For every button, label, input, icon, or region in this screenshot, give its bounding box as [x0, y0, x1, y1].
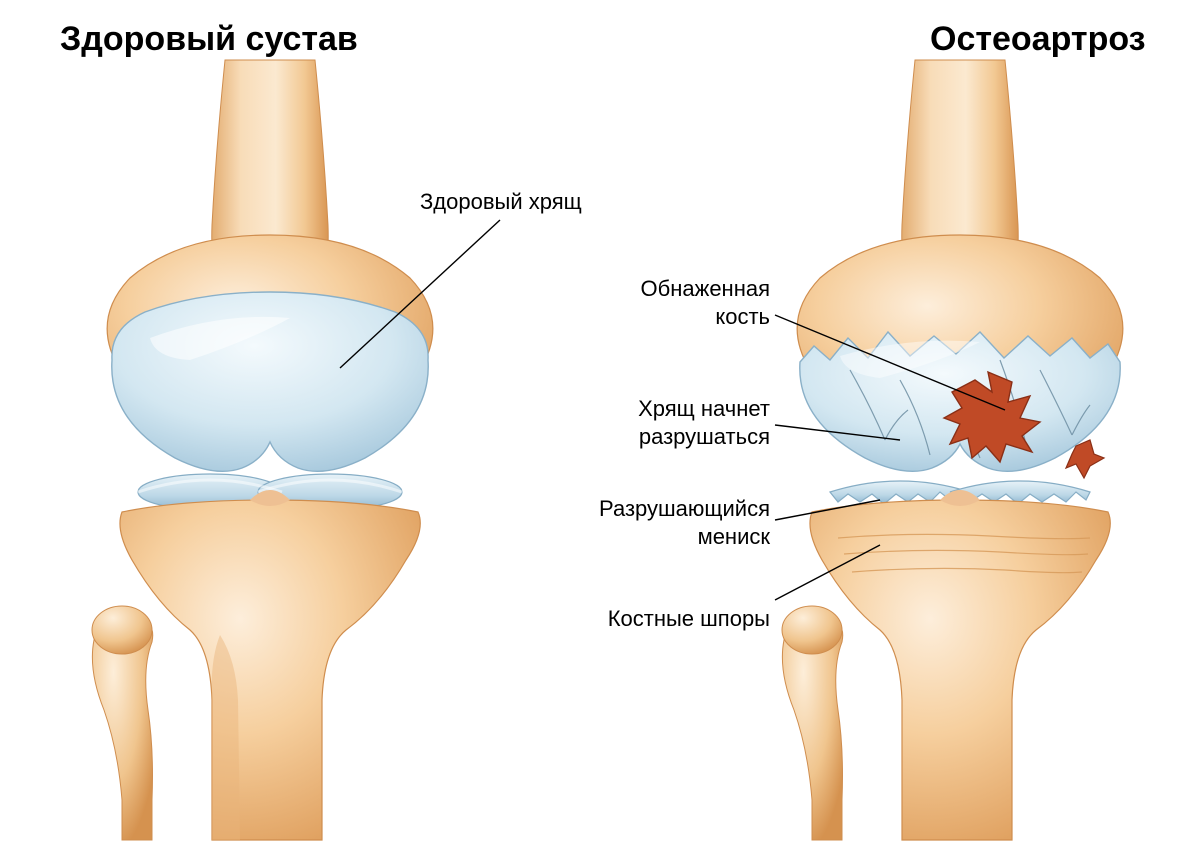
tibia [120, 500, 420, 840]
diagram-svg [0, 0, 1191, 842]
osteo-joint [782, 60, 1123, 840]
healthy-joint [92, 60, 433, 840]
